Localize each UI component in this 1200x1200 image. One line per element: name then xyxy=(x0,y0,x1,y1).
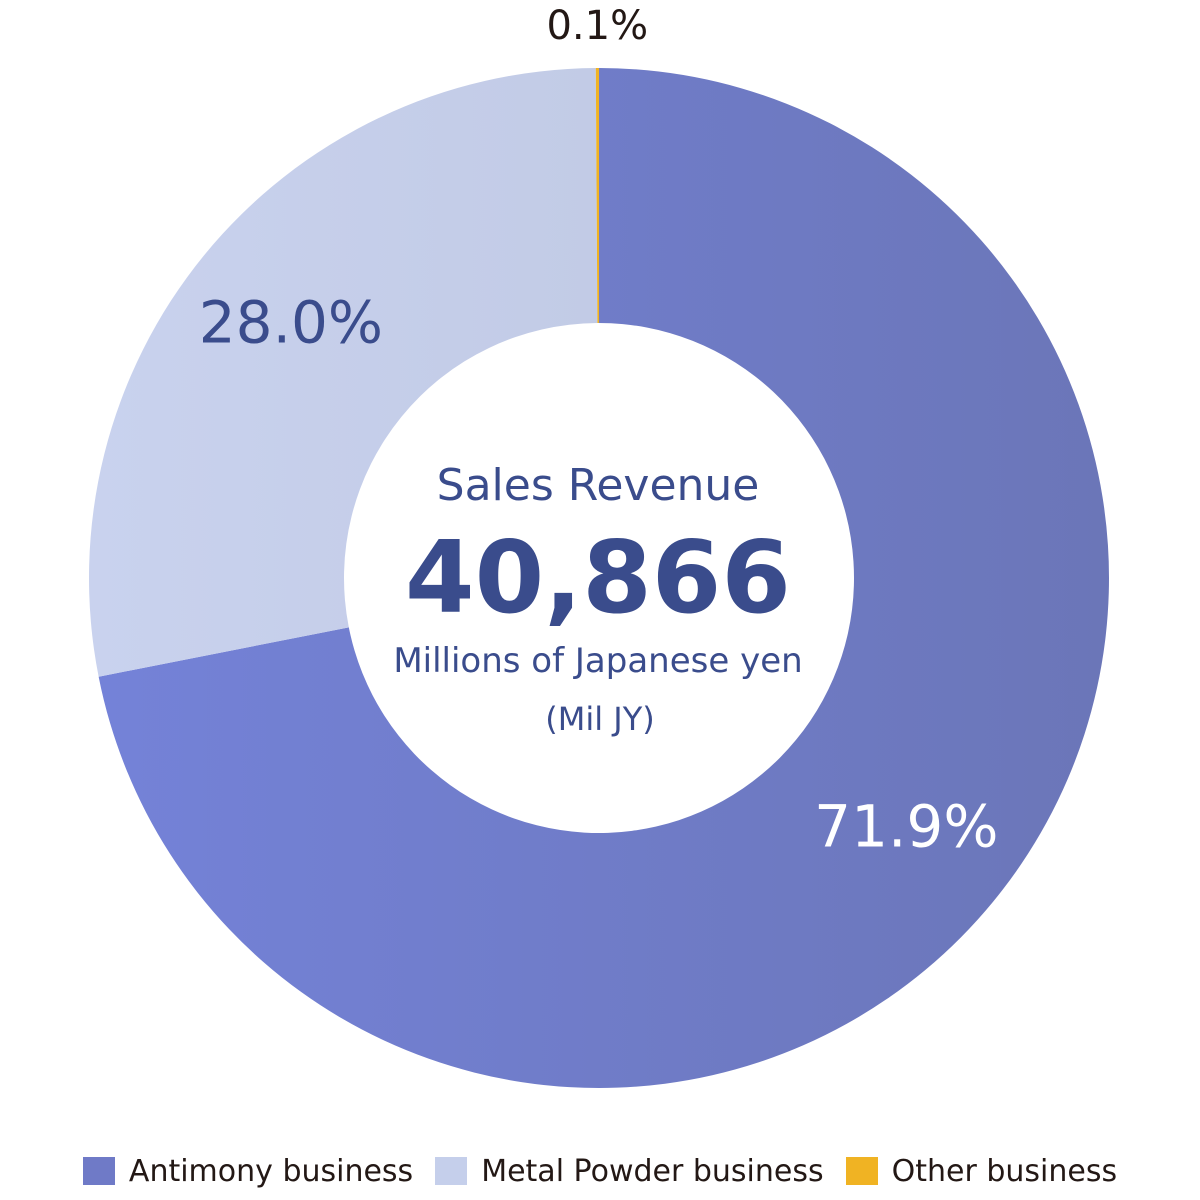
legend-item-antimony: Antimony business xyxy=(82,1153,414,1189)
donut-slices xyxy=(88,68,1109,1088)
legend-label-antimony: Antimony business xyxy=(128,1153,414,1189)
legend-label-metal-powder: Metal Powder business xyxy=(481,1153,824,1189)
center-unit-abbr: (Mil JY) xyxy=(545,700,655,738)
legend-swatch-metal-powder xyxy=(435,1157,468,1185)
legend: Antimony business Metal Powder business … xyxy=(0,1146,1200,1196)
legend-swatch-antimony xyxy=(82,1157,115,1185)
legend-label-other: Other business xyxy=(891,1153,1118,1189)
slice-other xyxy=(595,68,599,324)
slice-antimony xyxy=(98,68,1109,1088)
slice-metal-powder xyxy=(88,68,598,677)
legend-swatch-other xyxy=(845,1157,878,1185)
donut-chart: 71.9% 28.0% 0.1% Sales Revenue 40,866 Mill… xyxy=(88,3,1109,1088)
center-heading: Sales Revenue xyxy=(437,460,760,511)
legend-item-other: Other business xyxy=(845,1153,1118,1189)
center-total-value: 40,866 xyxy=(405,519,791,636)
slice-label-metal-powder: 28.0% xyxy=(199,288,383,356)
slice-label-other: 0.1% xyxy=(546,3,648,49)
slice-labels: 71.9% 28.0% 0.1% xyxy=(199,3,999,861)
center-unit: Millions of Japanese yen xyxy=(393,641,802,681)
slice-label-antimony: 71.9% xyxy=(814,793,998,861)
legend-item-metal-powder: Metal Powder business xyxy=(435,1153,824,1189)
